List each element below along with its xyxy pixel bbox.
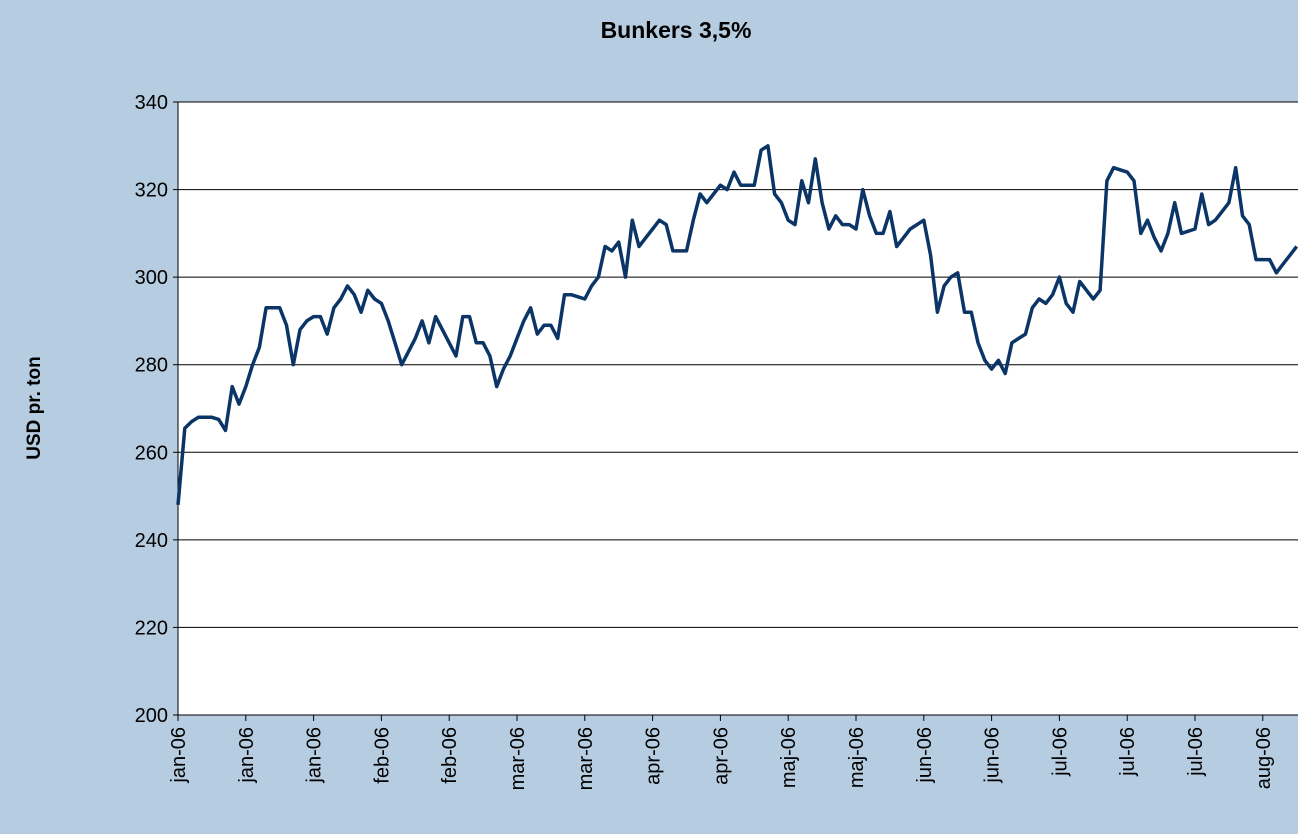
x-tick-label: apr-06 [643,727,665,785]
x-tick-label: jul-06 [1117,727,1139,777]
y-tick-label: 280 [135,355,168,377]
x-tick-label: jan-06 [168,727,190,784]
data-line [176,144,1298,505]
x-tick-label: mar-06 [575,727,597,790]
x-tick-label: maj-06 [846,727,868,788]
x-tick-label: jul-06 [1185,727,1207,777]
x-tick-label: jun-06 [982,727,1004,784]
x-tick-label: feb-06 [371,727,393,784]
y-tick-label: 300 [135,267,168,289]
y-tick-label: 260 [135,442,168,464]
y-tick-label: 340 [135,92,168,114]
x-tick-label: aug-06 [1253,727,1275,789]
y-tick-label: 220 [135,617,168,639]
chart-title: Bunkers 3,5% [601,17,752,43]
plot-area [178,102,1298,715]
y-tick-label: 240 [135,530,168,552]
x-tick-label: apr-06 [710,727,732,785]
x-tick-label: jan-06 [236,727,258,784]
x-tick-label: jun-06 [914,727,936,784]
y-axis-label: USD pr. ton [24,356,45,459]
x-tick-label: maj-06 [778,727,800,788]
x-tick-label: mar-06 [507,727,529,790]
x-tick-label: jan-06 [304,727,326,784]
x-tick-label: jul-06 [1049,727,1071,777]
y-tick-label: 320 [135,180,168,202]
x-tick-label: feb-06 [439,727,461,784]
y-tick-label: 200 [135,705,168,727]
